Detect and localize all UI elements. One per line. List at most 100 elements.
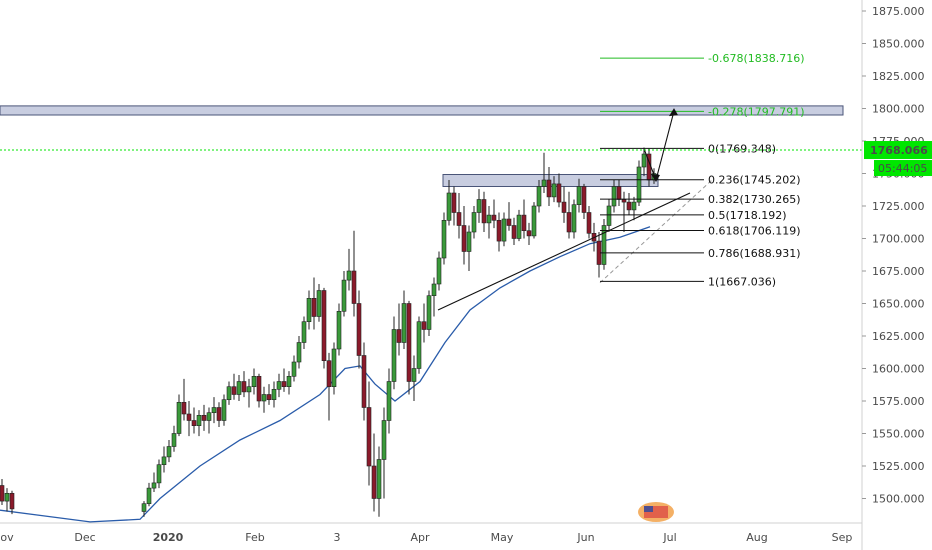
candle-body [351,270,357,304]
candle-body [141,503,147,512]
candle-body [536,186,542,207]
candle [226,381,232,405]
candle-body [286,375,292,387]
candle [601,219,607,270]
candle-body [546,179,552,198]
candle-body [326,360,332,388]
candle [246,378,252,408]
candle [9,490,15,515]
candle [621,191,627,232]
candle [161,446,167,473]
candle [231,373,237,400]
candle [491,199,497,229]
candle-body [396,329,402,343]
candle-body [416,321,422,369]
candle [0,479,5,505]
y-tick-label: 1625.000 [872,330,925,343]
candle-body [251,375,257,387]
candle-body [561,201,567,213]
candle [351,230,357,317]
candle [436,251,442,291]
countdown-badge [874,160,932,177]
candle-body [291,361,297,377]
candle [501,212,507,247]
candle [191,407,197,434]
candle [396,303,402,356]
candle-body [241,381,247,393]
candle-body [226,386,232,401]
candle [581,183,587,219]
candle-body [426,295,432,330]
candle-body [151,482,157,489]
candle-body [466,231,472,252]
candle [171,425,177,452]
candle [316,284,322,322]
candle [401,290,407,349]
candle-body [586,212,592,234]
y-tick-label: 1800.000 [872,103,925,116]
candle [456,193,462,239]
fib-level-label: 0(1769.348) [708,142,776,155]
candle-body [181,401,187,415]
candle-body [431,283,437,296]
candle [266,384,272,405]
candle [381,407,387,499]
candle [186,401,192,437]
candle [306,290,312,330]
x-tick-label: ov [0,531,14,544]
candle [496,212,502,252]
candle [521,199,527,239]
candle [201,404,207,431]
candle [356,290,362,369]
fib-level-label: 1(1667.036) [708,275,776,288]
candle-body [4,492,10,502]
candle-body [371,465,377,499]
candle [576,178,582,213]
y-tick-label: 1875.000 [872,5,925,18]
candle-body [191,420,197,426]
candle-body [606,205,612,226]
candle [391,316,397,390]
candle-body [616,186,622,200]
candle [386,368,392,434]
countdown-label: 05:44:05 [878,162,927,175]
candle-body [311,297,317,317]
candle-body [391,329,397,382]
fib-level-label: 0.236(1745.202) [708,174,801,187]
candle [411,355,417,401]
y-tick-label: 1575.000 [872,395,925,408]
candle-body [471,212,477,233]
candle [371,433,377,512]
candle-body [551,183,557,198]
candle-body [301,321,307,343]
x-tick-label: Aug [746,531,767,544]
candle [4,488,10,512]
candle-body [321,290,327,361]
candle [311,277,317,330]
candle [541,152,547,193]
candle [361,342,367,421]
candle [611,180,617,213]
support-trendline [437,192,691,311]
candle [256,373,262,408]
y-tick-label: 1675.000 [872,265,925,278]
candle [281,368,287,392]
fib-extension-label: -0.678(1838.716) [708,52,805,65]
fib-level-label: 0.786(1688.931) [708,247,801,260]
candle-body [261,394,267,402]
candle-body [346,270,352,281]
candle [516,209,522,242]
dashed-channel-line [599,179,713,284]
candle-body [481,199,487,224]
candle [271,381,277,408]
y-tick-label: 1600.000 [872,363,925,376]
candle-body [581,186,587,213]
last-price-label: 1768.066 [870,144,928,157]
candle-body [411,368,417,382]
candle-body [361,355,367,408]
candle-body [491,214,497,221]
candle-body [236,381,242,395]
fib-level-label: 0.5(1718.192) [708,209,787,222]
candle [441,212,447,265]
candle-body [306,297,312,322]
